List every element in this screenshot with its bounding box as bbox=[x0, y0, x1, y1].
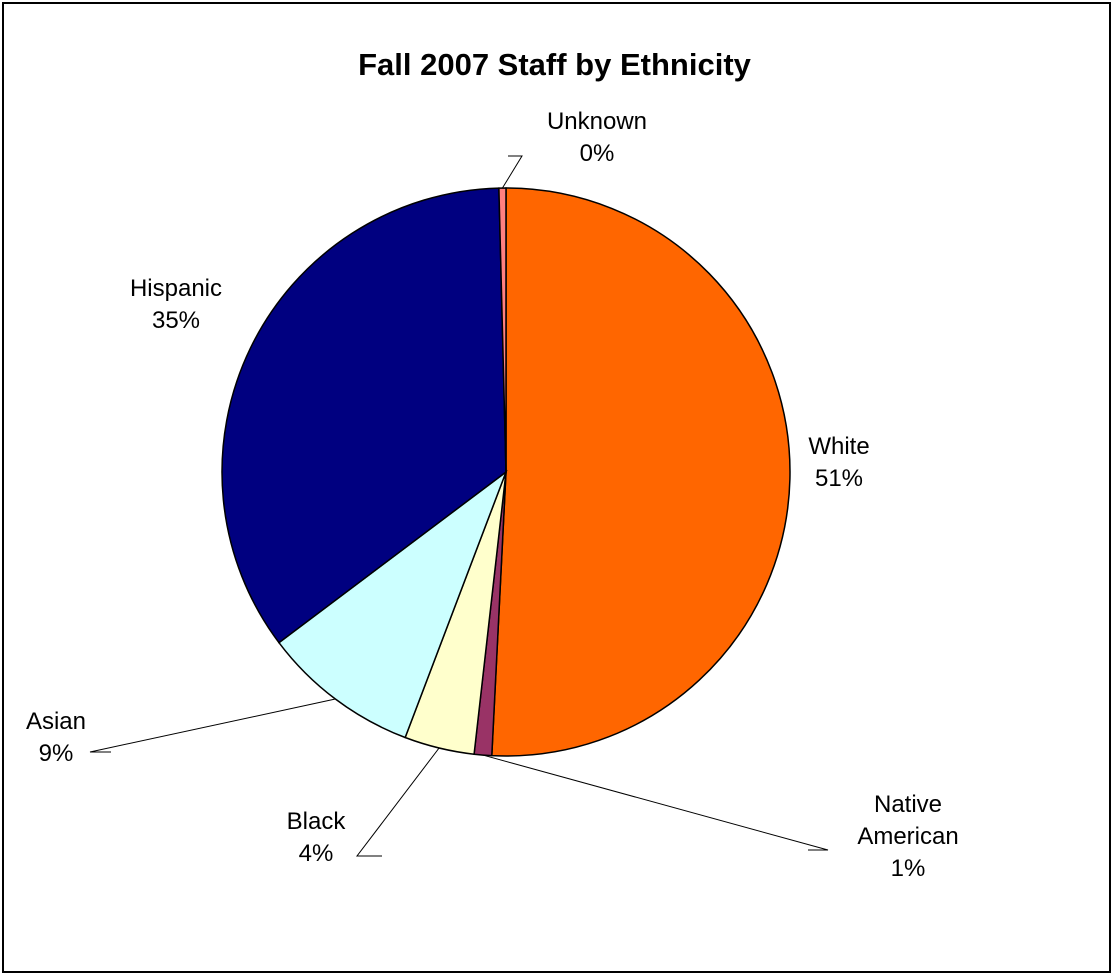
chart-title: Fall 2007 Staff by Ethnicity bbox=[358, 47, 751, 82]
slice-label-asian: Asian 9% bbox=[26, 708, 86, 767]
leader-line-unknown bbox=[502, 155, 523, 189]
slice-labels: White 51% Native American 1% Black 4% Asian 9% Hi… bbox=[26, 108, 959, 882]
pie-slice-asian bbox=[277, 469, 508, 739]
slice-name-black: Black bbox=[287, 808, 347, 835]
slice-percent-hispanic: 35% bbox=[152, 307, 200, 334]
slice-percent-unknown: 0% bbox=[580, 140, 615, 167]
slice-label-black: Black 4% bbox=[287, 808, 347, 867]
slice-name-native-american: American bbox=[857, 823, 958, 850]
slice-name-white: White bbox=[808, 433, 869, 460]
slice-percent-asian: 9% bbox=[39, 740, 74, 767]
pie-slice-unknown bbox=[498, 187, 507, 473]
slice-label-hispanic: Hispanic 35% bbox=[130, 275, 222, 334]
slice-name-unknown: Unknown bbox=[547, 108, 647, 135]
slice-percent-native-american: 1% bbox=[891, 855, 926, 882]
pie-slices bbox=[221, 187, 791, 757]
slice-label-native-american: Native American 1% bbox=[857, 791, 958, 882]
pie-slice-white bbox=[491, 187, 791, 757]
slice-label-white: White 51% bbox=[808, 433, 869, 492]
slice-name-native-american: Native bbox=[874, 791, 942, 818]
leader-line-asian bbox=[89, 698, 336, 753]
pie-slice-hispanic bbox=[221, 187, 507, 644]
slice-name-asian: Asian bbox=[26, 708, 86, 735]
leader-line-black bbox=[355, 747, 440, 857]
slice-percent-white: 51% bbox=[815, 465, 863, 492]
leader-line-native-american bbox=[482, 754, 829, 851]
leader-lines bbox=[89, 155, 829, 857]
slice-name-hispanic: Hispanic bbox=[130, 275, 222, 302]
slice-percent-black: 4% bbox=[299, 840, 334, 867]
slice-label-unknown: Unknown 0% bbox=[547, 108, 647, 167]
